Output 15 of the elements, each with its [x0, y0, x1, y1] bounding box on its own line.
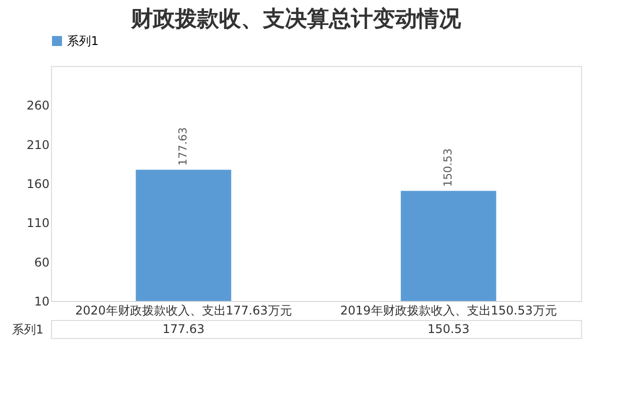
y-tick-label: 10	[34, 294, 50, 308]
x-tick-label: 2019年财政拨款收入、支出150.53万元	[340, 304, 557, 318]
data-label: 150.53	[442, 148, 454, 187]
text: 150.53	[428, 322, 470, 336]
y-tick-label: 160	[26, 177, 50, 191]
y-tick-label: 260	[26, 98, 50, 113]
text: 177.63	[162, 322, 204, 336]
x-tick-label: 2020年财政拨款收入、支出177.63万元	[75, 304, 292, 318]
y-tick-label: 110	[26, 216, 50, 230]
y-tick-label: 210	[26, 138, 50, 152]
data-label: 177.63	[176, 127, 190, 166]
y-tick-label: 60	[34, 255, 50, 270]
legend-label: 系列1	[67, 34, 99, 48]
chart-title: 财政拨款收、支决算总计变动情况	[130, 6, 462, 32]
text: 系列1	[12, 322, 44, 336]
